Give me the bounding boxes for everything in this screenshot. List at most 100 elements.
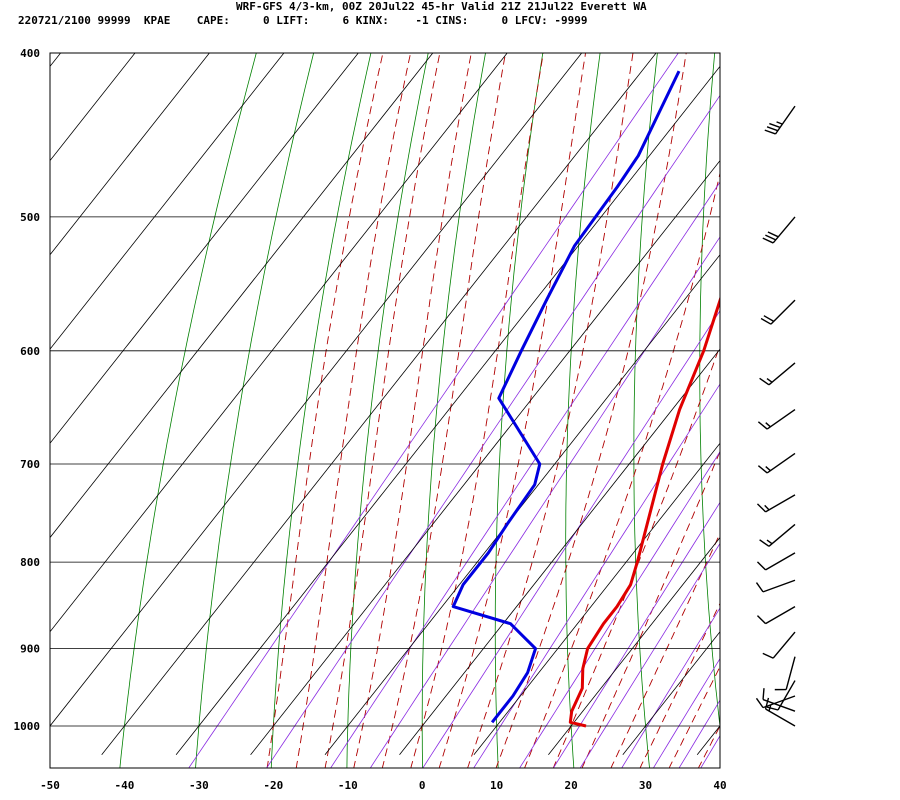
barb-feather (759, 539, 770, 547)
barb-feather (757, 421, 768, 430)
dewpoint-profile (451, 70, 681, 724)
moist-adiabat (467, 53, 634, 768)
barb-staff (768, 523, 796, 547)
x-tick-label: -20 (263, 779, 283, 792)
wind-barb (762, 631, 796, 659)
barb-half-feather (766, 377, 773, 383)
barb-staff (765, 552, 796, 571)
moist-adiabat (324, 53, 441, 768)
isotherm (175, 65, 720, 756)
wind-barb (757, 409, 796, 430)
mixing-ratio-line (678, 699, 720, 768)
moist-adiabat (581, 450, 720, 768)
barb-staff (768, 362, 796, 386)
barb-staff (772, 631, 796, 659)
dry-adiabat (565, 53, 601, 768)
moist-adiabat (697, 725, 720, 768)
barb-feather (756, 503, 767, 513)
dry-adiabat (699, 53, 720, 730)
isotherm (50, 53, 583, 727)
x-tick-label: 0 (419, 779, 426, 792)
grid (50, 52, 720, 727)
moist-adiabat (438, 53, 586, 768)
barb-half-feather (765, 466, 771, 472)
barb-feather (755, 697, 764, 709)
barb-feather (762, 688, 765, 700)
isotherm (473, 442, 720, 756)
barb-feather (759, 377, 770, 386)
barb-feather (766, 706, 779, 711)
pressure-tick-labels: 400 500 600 700 800 900 1000 (14, 47, 41, 733)
wind-barb (756, 606, 796, 625)
barb-staff (762, 579, 796, 593)
wind-barb (759, 362, 796, 386)
moist-adiabat (495, 53, 687, 768)
barb-staff (766, 409, 796, 430)
barb-staff (762, 695, 796, 709)
isotherm (101, 53, 657, 756)
barb-staff (766, 452, 796, 474)
barb-half-feather (766, 539, 773, 545)
profiles (451, 70, 720, 728)
moist-adiabat (639, 602, 720, 768)
temperature-profile (568, 295, 720, 728)
isotherm (50, 53, 434, 539)
isotherm (50, 53, 359, 444)
x-tick-label: 10 (490, 779, 503, 792)
dry-adiabat (494, 53, 544, 768)
wind-barb (764, 105, 796, 135)
wind-barb (766, 680, 796, 711)
x-tick-labels: -50 -40 -30 -20 -10 0 10 20 30 40 (40, 779, 727, 792)
barb-feather (769, 122, 781, 129)
barb-feather (767, 231, 779, 238)
mixing-ratio-line (579, 542, 720, 768)
mixing-ratio-line (369, 236, 720, 768)
barb-staff (762, 698, 796, 712)
x-tick-label: 20 (564, 779, 577, 792)
barb-feather (763, 315, 775, 322)
wind-barb (762, 688, 796, 712)
wind-barb (760, 299, 796, 325)
wind-barb (755, 579, 796, 593)
pressure-tick-label: 1000 (14, 720, 41, 733)
isotherm (399, 348, 720, 756)
isotherm (50, 53, 285, 350)
moist-adiabat (610, 532, 720, 768)
barb-staff (765, 606, 796, 625)
mixing-ratio-line (621, 607, 720, 768)
barb-half-feather (765, 422, 771, 428)
barb-half-feather (776, 121, 783, 125)
isotherm (324, 254, 720, 756)
barb-feather (764, 129, 776, 135)
chart-title: WRF-GFS 4/3-km, 00Z 20Jul22 45-hr Valid … (236, 0, 647, 13)
moist-adiabat (552, 343, 720, 768)
moist-adiabat (524, 171, 720, 768)
barb-feather (757, 465, 768, 474)
isotherm (50, 53, 210, 256)
barb-feather (766, 126, 779, 132)
moist-adiabat (353, 53, 472, 768)
mixing-ratio-line (700, 735, 720, 768)
wind-barb (762, 216, 796, 244)
isotherm (622, 631, 720, 756)
wind-barb (774, 656, 796, 691)
barb-staff (777, 680, 796, 711)
sounding-indices: 220721/2100 99999 KPAE CAPE: 0 LIFT: 6 K… (18, 14, 588, 27)
wind-barbs (755, 105, 796, 727)
mixing-ratio-line (330, 181, 720, 768)
pressure-tick-label: 900 (20, 643, 40, 656)
barb-feather (760, 317, 772, 325)
dry-adiabat (886, 15, 900, 769)
isotherm (250, 159, 720, 756)
barb-feather (765, 234, 777, 241)
moist-adiabat (668, 665, 720, 768)
mixing-ratio-line (473, 383, 720, 768)
moist-adiabat (266, 53, 384, 768)
x-tick-label: -10 (338, 779, 358, 792)
dry-adiabat (421, 53, 486, 768)
mixing-ratio-line (552, 501, 720, 768)
pressure-tick-label: 600 (20, 345, 40, 358)
moist-adiabat (410, 53, 544, 768)
barb-staff (765, 494, 796, 513)
dry-adiabat (633, 53, 658, 768)
